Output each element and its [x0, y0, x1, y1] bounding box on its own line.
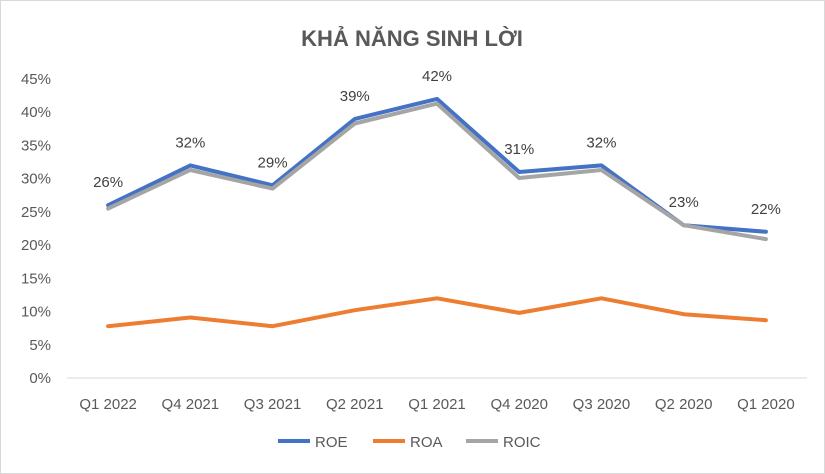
y-tick-label: 25% — [21, 204, 51, 221]
y-tick-label: 15% — [21, 270, 51, 287]
data-label-roe: 32% — [175, 134, 205, 151]
legend-label-roa: ROA — [410, 434, 443, 451]
data-label-roe: 22% — [751, 201, 781, 218]
y-tick-label: 0% — [29, 370, 51, 387]
x-tick-label: Q2 2020 — [655, 396, 713, 413]
legend: ROE ROA ROIC — [278, 434, 541, 451]
y-tick-label: 10% — [21, 304, 51, 321]
data-label-roe: 42% — [422, 68, 452, 85]
y-tick-label: 45% — [21, 71, 51, 88]
series-lines — [106, 96, 768, 329]
x-tick-label: Q1 2021 — [408, 396, 466, 413]
x-tick-label: Q1 2020 — [737, 396, 795, 413]
y-tick-label: 5% — [29, 337, 51, 354]
y-axis-ticks: 0% 5% 10% 15% 20% 25% 30% 35% 40% 45% — [21, 71, 51, 387]
x-tick-label: Q2 2021 — [326, 396, 384, 413]
data-label-roe: 31% — [504, 141, 534, 158]
series-line-roic — [106, 101, 768, 242]
x-tick-label: Q1 2022 — [79, 396, 137, 413]
legend-label-roic: ROIC — [503, 434, 541, 451]
y-tick-label: 40% — [21, 104, 51, 121]
y-tick-label: 20% — [21, 237, 51, 254]
data-label-roe: 39% — [340, 88, 370, 105]
x-tick-label: Q4 2021 — [162, 396, 220, 413]
data-label-roe: 26% — [93, 174, 123, 191]
chart-title: KHẢ NĂNG SINH LỜI — [301, 26, 523, 51]
data-labels: 26% 32% 29% 39% 42% 31% 32% 23% 22% — [93, 68, 781, 218]
data-label-roe: 29% — [258, 154, 288, 171]
x-tick-label: Q3 2021 — [244, 396, 302, 413]
data-label-roe: 32% — [586, 134, 616, 151]
legend-label-roe: ROE — [315, 434, 348, 451]
series-line-roa — [106, 296, 768, 329]
x-axis-ticks: Q1 2022 Q4 2021 Q3 2021 Q2 2021 Q1 2021 Q4 20… — [79, 396, 794, 413]
y-tick-label: 35% — [21, 137, 51, 154]
y-tick-label: 30% — [21, 171, 51, 188]
x-tick-label: Q4 2020 — [490, 396, 548, 413]
data-label-roe: 23% — [669, 194, 699, 211]
x-tick-label: Q3 2020 — [573, 396, 631, 413]
